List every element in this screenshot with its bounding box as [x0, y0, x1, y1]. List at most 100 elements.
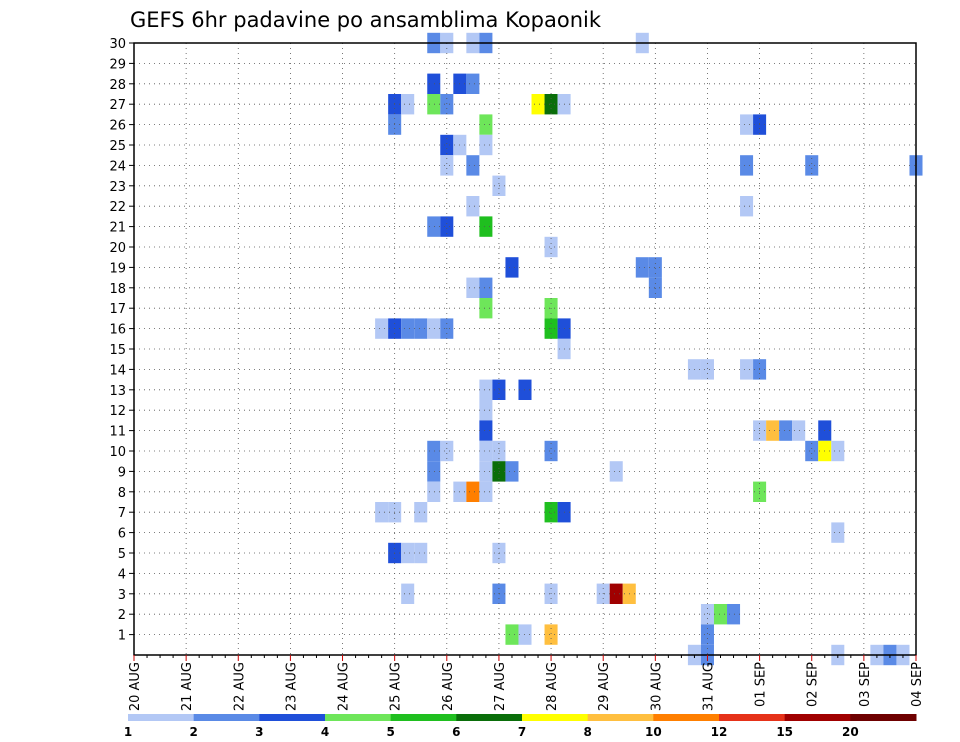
y-tick-label: 10: [109, 445, 126, 460]
precip-cell: [740, 359, 754, 380]
y-axis: 1234567891011121314151617181920212223242…: [109, 37, 134, 644]
x-tick-label: 03 SEP: [858, 662, 873, 707]
precip-cell: [544, 440, 558, 462]
colorbar-label: 1: [124, 725, 132, 739]
x-tick-label: 22 AUG: [232, 662, 247, 711]
y-tick-label: 8: [118, 486, 126, 501]
y-tick-label: 28: [109, 78, 126, 93]
precip-cell: [779, 420, 793, 441]
y-tick-label: 21: [109, 221, 126, 236]
precip-cell: [401, 94, 415, 115]
precip-cell: [466, 481, 480, 502]
precip-cell: [479, 114, 493, 135]
x-tick-label: 24 AUG: [337, 662, 352, 711]
precip-cell: [492, 379, 506, 400]
x-tick-label: 27 AUG: [493, 662, 508, 711]
colorbar-swatch: [325, 714, 392, 721]
colorbar-swatch: [784, 714, 851, 721]
precip-cell: [805, 440, 819, 462]
precip-cell: [479, 400, 493, 421]
precip-cell: [479, 134, 493, 156]
colorbar-label: 10: [645, 725, 662, 739]
precip-cell: [505, 624, 519, 645]
y-tick-label: 5: [118, 547, 126, 562]
y-tick-label: 27: [109, 98, 126, 113]
x-tick-label: 23 AUG: [284, 662, 299, 711]
precip-cell: [427, 73, 441, 94]
precip-cell: [479, 277, 493, 298]
precip-cell: [466, 196, 480, 217]
colorbar-label: 8: [583, 725, 591, 739]
y-tick-label: 26: [109, 119, 126, 134]
precip-cell: [440, 134, 454, 156]
y-tick-label: 20: [109, 241, 126, 256]
y-tick-label: 14: [109, 363, 126, 378]
y-tick-label: 19: [109, 261, 126, 276]
y-tick-label: 13: [109, 384, 126, 399]
y-tick-label: 1: [118, 629, 126, 644]
precip-cell: [740, 114, 754, 135]
precip-cell: [831, 522, 845, 543]
precip-cell: [427, 94, 441, 115]
precip-cell: [414, 318, 428, 339]
y-tick-label: 9: [118, 465, 126, 480]
y-tick-label: 25: [109, 139, 126, 154]
grid-layer: [134, 42, 916, 655]
precip-cell: [375, 318, 389, 339]
y-tick-label: 6: [118, 527, 126, 542]
precip-cell: [609, 583, 623, 604]
precip-cell: [427, 440, 441, 462]
y-tick-label: 11: [109, 425, 126, 440]
x-tick-label: 20 AUG: [128, 662, 143, 711]
y-tick-label: 7: [118, 506, 126, 521]
colorbar-swatch: [719, 714, 786, 721]
precip-cell: [479, 216, 493, 237]
colorbar-label: 15: [776, 725, 793, 739]
colorbar-swatch: [193, 714, 260, 721]
precip-cell: [505, 461, 519, 482]
precip-cell: [700, 359, 714, 380]
colorbar-label: 2: [189, 725, 197, 739]
precip-cell: [427, 481, 441, 502]
precip-cell: [544, 94, 558, 115]
x-tick-label: 30 AUG: [649, 662, 664, 711]
precip-cell: [740, 155, 754, 176]
precip-cell: [492, 440, 506, 462]
precip-cell: [440, 94, 454, 115]
x-tick-label: 02 SEP: [806, 662, 821, 707]
precip-cell: [700, 604, 714, 625]
y-tick-label: 3: [118, 588, 126, 603]
precip-cell: [401, 583, 415, 604]
colorbar-label: 4: [321, 725, 329, 739]
precip-cell: [401, 318, 415, 339]
y-tick-label: 30: [109, 37, 126, 52]
precip-cell: [713, 604, 728, 625]
x-tick-label: 29 AUG: [597, 662, 612, 711]
x-tick-label: 31 AUG: [701, 662, 716, 711]
colorbar-label: 12: [711, 725, 728, 739]
y-tick-label: 16: [109, 323, 126, 338]
precip-cell: [727, 604, 741, 625]
precip-cell: [479, 379, 493, 400]
precip-cell: [466, 155, 480, 176]
x-tick-label: 28 AUG: [545, 662, 560, 711]
colorbar: 1 2 3 4 5 6 7 8 10 12 15 20: [124, 714, 917, 739]
colorbar-swatch: [456, 714, 523, 721]
colorbar-swatch: [128, 714, 195, 721]
y-tick-label: 4: [118, 567, 126, 582]
x-tick-label: 26 AUG: [441, 662, 456, 711]
precip-cell: [440, 155, 454, 176]
y-tick-label: 17: [109, 302, 126, 317]
colorbar-label: 5: [386, 725, 394, 739]
colorbar-swatch: [850, 714, 917, 721]
precip-cell: [531, 94, 545, 115]
colorbar-label: 3: [255, 725, 263, 739]
precip-cell: [401, 542, 415, 564]
precip-cell: [479, 461, 493, 482]
colorbar-swatch: [390, 714, 457, 721]
precip-cell: [414, 502, 428, 523]
chart-title: GEFS 6hr padavine po ansamblima Kopaonik: [130, 8, 602, 32]
precip-cell: [805, 155, 819, 176]
